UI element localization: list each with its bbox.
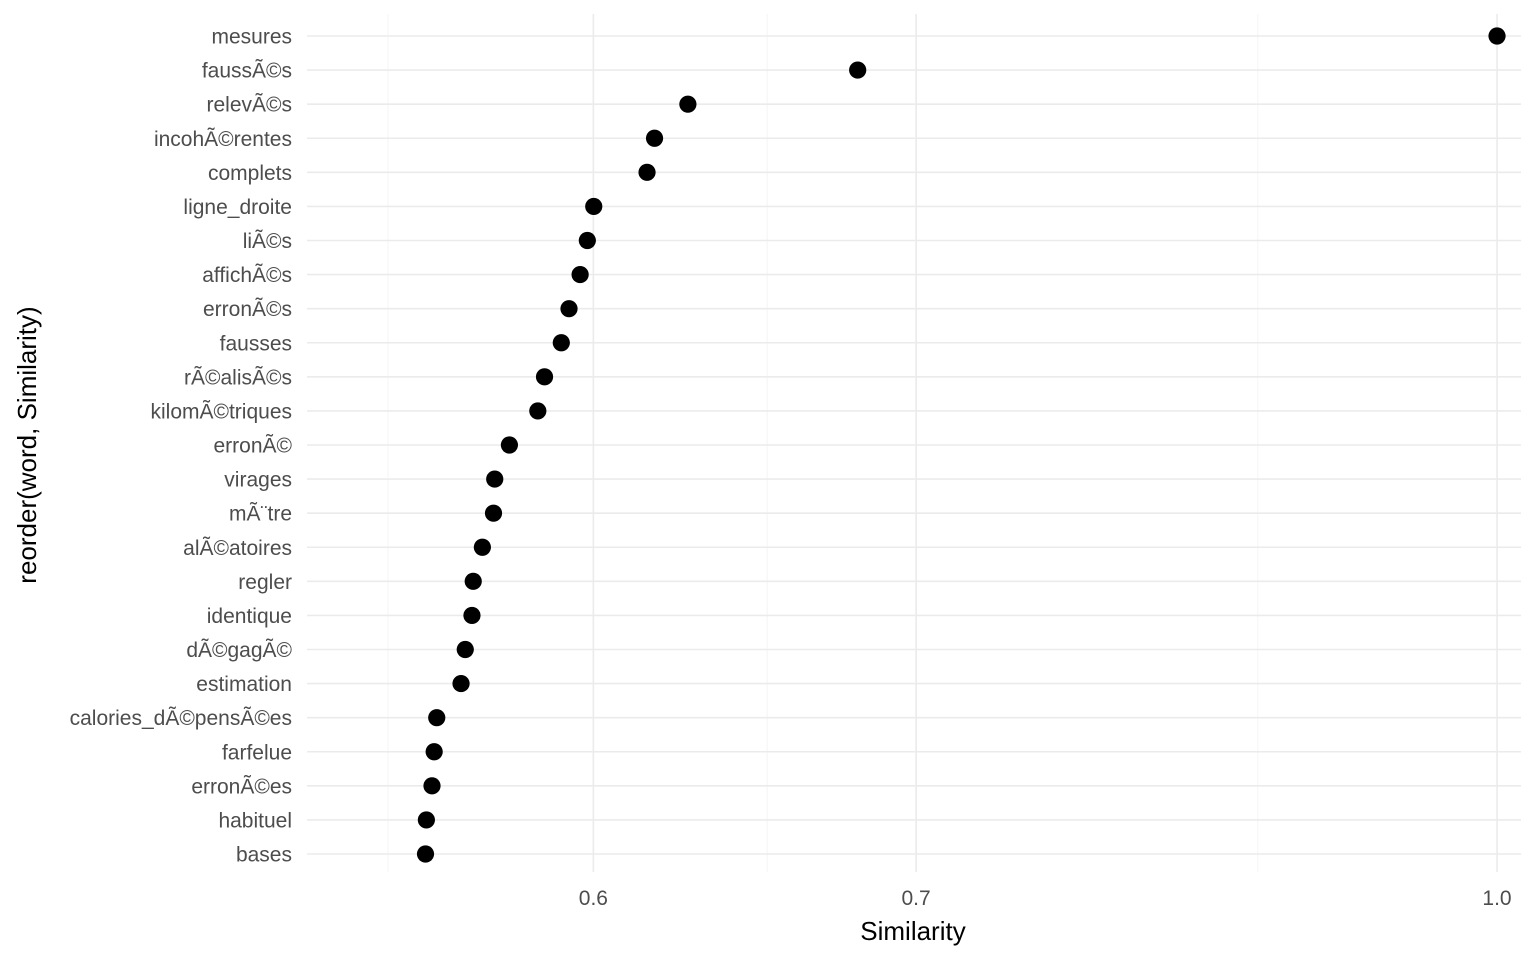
y-tick-label: ligne_droite bbox=[183, 196, 292, 219]
y-tick-label: virages bbox=[224, 469, 292, 492]
grid-lines bbox=[307, 14, 1521, 872]
data-point bbox=[849, 61, 867, 79]
data-point bbox=[484, 504, 503, 522]
y-tick-label: calories_dÃ©pensÃ©es bbox=[70, 706, 292, 730]
data-point bbox=[486, 470, 504, 488]
x-tick-label: 0.7 bbox=[902, 887, 931, 910]
data-points bbox=[416, 27, 1506, 863]
y-tick-label: regler bbox=[238, 571, 292, 594]
data-point bbox=[456, 640, 474, 659]
data-point bbox=[578, 231, 596, 250]
data-point bbox=[464, 572, 482, 590]
data-point bbox=[552, 334, 570, 352]
data-point bbox=[571, 265, 589, 284]
y-tick-label: affichÃ©s bbox=[202, 263, 292, 287]
y-tick-label: erronÃ©s bbox=[203, 297, 292, 321]
y-tick-label: liÃ©s bbox=[243, 229, 292, 253]
y-tick-label: kilomÃ©triques bbox=[150, 399, 292, 423]
x-tick-label: 0.6 bbox=[579, 887, 608, 910]
y-tick-label: farfelue bbox=[222, 741, 292, 764]
y-tick-label: rÃ©alisÃ©s bbox=[184, 365, 292, 389]
y-tick-label: incohÃ©rentes bbox=[154, 127, 292, 151]
data-point bbox=[529, 402, 547, 420]
data-point bbox=[452, 674, 470, 693]
y-tick-label: relevÃ©s bbox=[207, 93, 293, 117]
data-point bbox=[425, 743, 443, 761]
y-tick-label: mÃ¨tre bbox=[229, 502, 292, 526]
y-tick-label: faussÃ©s bbox=[202, 59, 292, 83]
y-tick-label: estimation bbox=[196, 673, 292, 696]
y-axis-title: reorder(word, Similarity) bbox=[12, 306, 42, 583]
y-tick-label: erronÃ©es bbox=[191, 774, 292, 798]
y-tick-labels: mesures faussÃ©s relevÃ©s incohÃ©rentes comp… bbox=[70, 26, 293, 867]
y-tick-label: erronÃ© bbox=[213, 434, 292, 458]
data-point bbox=[679, 95, 697, 113]
data-point bbox=[473, 538, 491, 556]
data-point bbox=[500, 436, 519, 454]
data-point bbox=[535, 368, 554, 386]
x-tick-labels: 0.6 0.7 1.0 bbox=[579, 887, 1512, 910]
x-axis-title: Similarity bbox=[860, 916, 965, 946]
data-point bbox=[560, 300, 578, 318]
y-tick-label: alÃ©atoires bbox=[183, 536, 292, 560]
data-point bbox=[417, 811, 435, 829]
data-point bbox=[463, 606, 481, 625]
data-point bbox=[585, 197, 603, 216]
y-tick-label: mesures bbox=[211, 26, 292, 49]
data-point bbox=[423, 777, 441, 795]
y-tick-label: complets bbox=[208, 162, 292, 185]
data-point bbox=[645, 129, 664, 147]
data-point bbox=[428, 709, 446, 727]
y-tick-label: habituel bbox=[218, 809, 292, 832]
y-tick-label: fausses bbox=[220, 332, 292, 355]
y-tick-label: dÃ©gagÃ© bbox=[186, 638, 292, 662]
data-point bbox=[638, 163, 656, 181]
data-point bbox=[1488, 27, 1506, 45]
data-point bbox=[416, 845, 435, 863]
x-tick-label: 1.0 bbox=[1482, 887, 1511, 910]
y-tick-label: bases bbox=[236, 844, 292, 867]
y-tick-label: identique bbox=[207, 605, 292, 628]
